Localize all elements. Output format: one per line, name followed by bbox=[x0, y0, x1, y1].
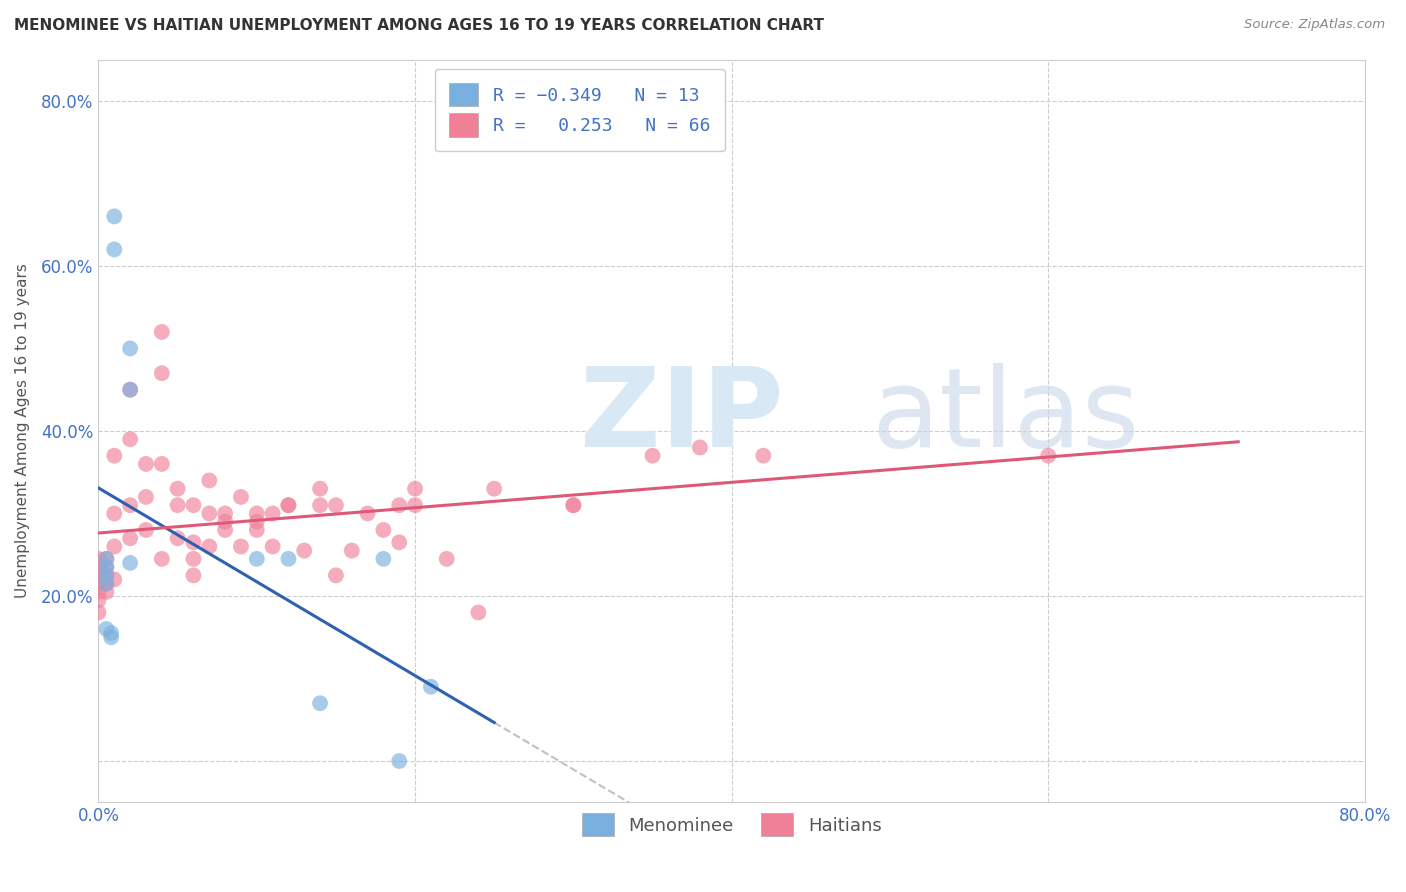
Point bbox=[87, 568, 110, 582]
Point bbox=[135, 523, 157, 537]
Point bbox=[482, 482, 505, 496]
Point bbox=[689, 441, 711, 455]
Point bbox=[96, 552, 118, 566]
Point bbox=[198, 507, 221, 521]
Point bbox=[562, 498, 585, 512]
Point bbox=[419, 680, 441, 694]
Point bbox=[373, 552, 395, 566]
Point bbox=[356, 507, 378, 521]
Point bbox=[325, 568, 347, 582]
Point bbox=[135, 490, 157, 504]
Point bbox=[87, 606, 110, 620]
Legend: Menominee, Haitians: Menominee, Haitians bbox=[572, 804, 890, 846]
Point bbox=[100, 630, 122, 644]
Point bbox=[183, 568, 205, 582]
Point bbox=[246, 552, 269, 566]
Point bbox=[214, 507, 236, 521]
Point bbox=[150, 325, 173, 339]
Point bbox=[103, 573, 125, 587]
Point bbox=[96, 585, 118, 599]
Point bbox=[103, 210, 125, 224]
Point bbox=[87, 560, 110, 574]
Point bbox=[96, 622, 118, 636]
Point bbox=[150, 457, 173, 471]
Point bbox=[120, 556, 142, 570]
Point bbox=[436, 552, 458, 566]
Point bbox=[309, 482, 332, 496]
Point bbox=[120, 531, 142, 545]
Text: ZIP: ZIP bbox=[579, 362, 783, 469]
Point bbox=[183, 535, 205, 549]
Point bbox=[120, 432, 142, 446]
Point bbox=[388, 498, 411, 512]
Point bbox=[404, 482, 426, 496]
Point bbox=[87, 552, 110, 566]
Point bbox=[309, 498, 332, 512]
Point bbox=[229, 540, 252, 554]
Point bbox=[292, 543, 315, 558]
Point bbox=[246, 523, 269, 537]
Point bbox=[150, 552, 173, 566]
Point bbox=[166, 531, 188, 545]
Point bbox=[100, 626, 122, 640]
Point bbox=[309, 696, 332, 710]
Point bbox=[103, 243, 125, 257]
Point bbox=[325, 498, 347, 512]
Point bbox=[183, 498, 205, 512]
Point bbox=[214, 523, 236, 537]
Point bbox=[87, 576, 110, 591]
Text: atlas: atlas bbox=[870, 362, 1139, 469]
Point bbox=[388, 535, 411, 549]
Point bbox=[103, 540, 125, 554]
Point bbox=[246, 507, 269, 521]
Point bbox=[262, 540, 284, 554]
Point bbox=[1038, 449, 1060, 463]
Point bbox=[277, 498, 299, 512]
Point bbox=[388, 754, 411, 768]
Point bbox=[166, 482, 188, 496]
Point bbox=[96, 560, 118, 574]
Point bbox=[120, 498, 142, 512]
Point bbox=[246, 515, 269, 529]
Point bbox=[96, 576, 118, 591]
Point bbox=[87, 585, 110, 599]
Text: MENOMINEE VS HAITIAN UNEMPLOYMENT AMONG AGES 16 TO 19 YEARS CORRELATION CHART: MENOMINEE VS HAITIAN UNEMPLOYMENT AMONG … bbox=[14, 18, 824, 33]
Point bbox=[96, 576, 118, 591]
Point bbox=[404, 498, 426, 512]
Point bbox=[120, 383, 142, 397]
Text: Source: ZipAtlas.com: Source: ZipAtlas.com bbox=[1244, 18, 1385, 31]
Point bbox=[87, 593, 110, 607]
Point bbox=[277, 552, 299, 566]
Point bbox=[641, 449, 664, 463]
Point bbox=[150, 366, 173, 380]
Point bbox=[262, 507, 284, 521]
Point bbox=[166, 498, 188, 512]
Point bbox=[373, 523, 395, 537]
Point bbox=[752, 449, 775, 463]
Point bbox=[120, 342, 142, 356]
Point bbox=[183, 552, 205, 566]
Point bbox=[96, 552, 118, 566]
Point bbox=[467, 606, 489, 620]
Point bbox=[277, 498, 299, 512]
Point bbox=[562, 498, 585, 512]
Point bbox=[340, 543, 363, 558]
Point bbox=[96, 568, 118, 582]
Point bbox=[229, 490, 252, 504]
Y-axis label: Unemployment Among Ages 16 to 19 years: Unemployment Among Ages 16 to 19 years bbox=[15, 263, 30, 599]
Point bbox=[198, 540, 221, 554]
Point bbox=[135, 457, 157, 471]
Point bbox=[120, 383, 142, 397]
Point bbox=[96, 568, 118, 582]
Point bbox=[103, 449, 125, 463]
Point bbox=[198, 474, 221, 488]
Point bbox=[96, 560, 118, 574]
Point bbox=[214, 515, 236, 529]
Point bbox=[103, 507, 125, 521]
